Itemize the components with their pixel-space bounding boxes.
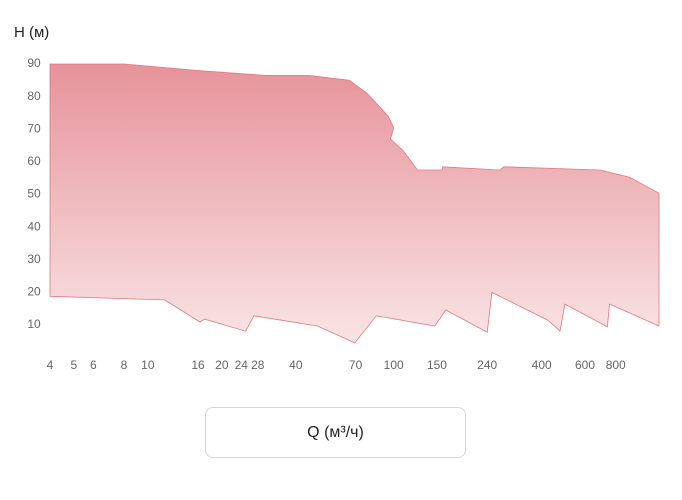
x-axis-label: Q (м³/ч) — [205, 407, 466, 458]
y-axis-label: H (м) — [14, 24, 49, 41]
y-tick-label: 40 — [27, 219, 41, 233]
x-tick-label: 8 — [121, 358, 128, 372]
x-tick-label: 28 — [251, 358, 265, 372]
x-tick-label: 70 — [349, 358, 363, 372]
x-tick-label: 400 — [532, 358, 552, 372]
x-tick-label: 24 — [235, 358, 249, 372]
y-tick-label: 80 — [27, 89, 41, 103]
x-tick-label: 100 — [384, 358, 404, 372]
y-tick-label: 70 — [27, 121, 41, 135]
range-area — [49, 63, 660, 344]
x-tick-label: 4 — [47, 358, 54, 372]
x-tick-label: 16 — [191, 358, 205, 372]
y-tick-label: 20 — [27, 285, 41, 299]
x-tick-label: 600 — [575, 358, 595, 372]
y-tick-label: 60 — [27, 154, 41, 168]
y-tick-label: 50 — [27, 187, 41, 201]
x-tick-label: 10 — [141, 358, 155, 372]
x-tick-label: 20 — [215, 358, 229, 372]
x-tick-label: 240 — [477, 358, 497, 372]
y-tick-label: 30 — [27, 252, 41, 266]
x-tick-label: 5 — [70, 358, 77, 372]
x-tick-label: 150 — [427, 358, 447, 372]
y-tick-label: 90 — [27, 56, 41, 70]
x-tick-label: 800 — [606, 358, 626, 372]
x-tick-label: 40 — [289, 358, 303, 372]
y-tick-label: 10 — [27, 317, 41, 331]
x-tick-label: 6 — [90, 358, 97, 372]
